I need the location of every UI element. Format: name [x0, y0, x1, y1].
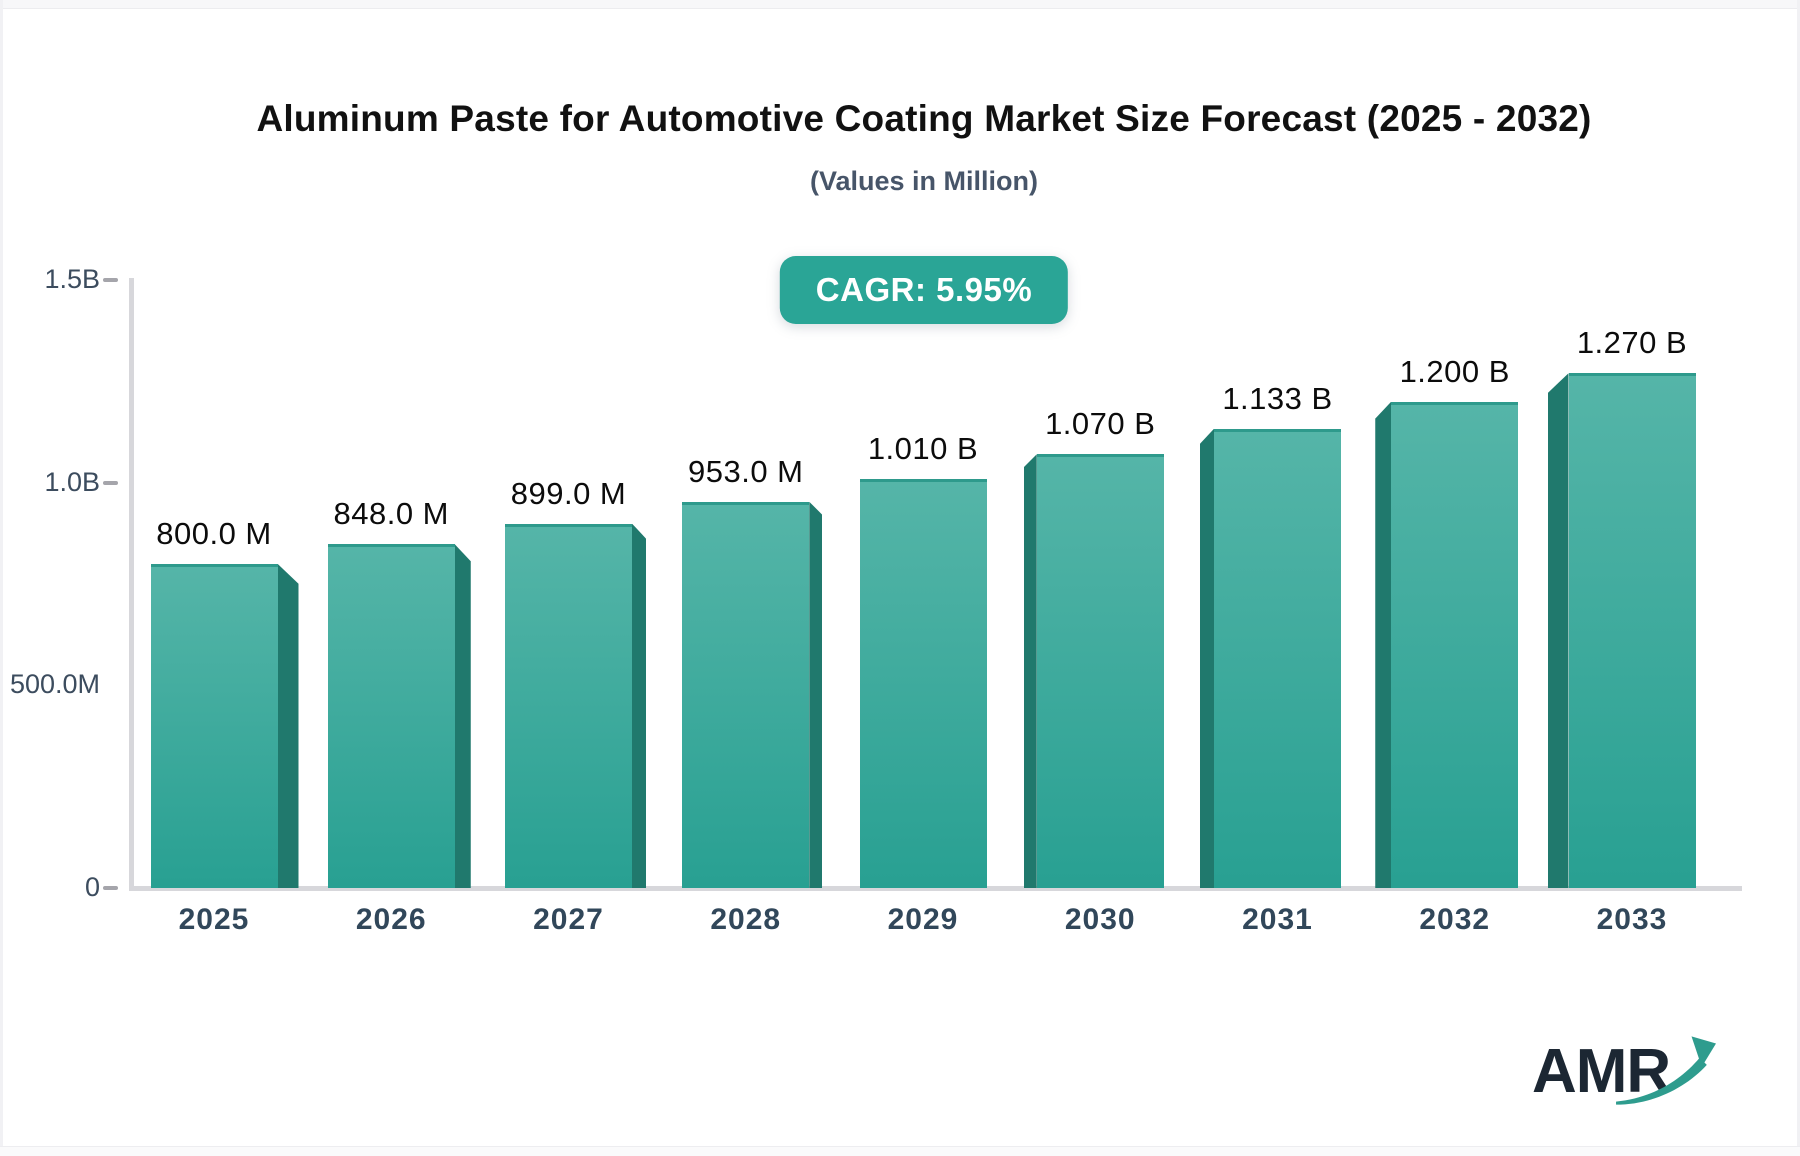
x-axis-label: 2033 [1596, 903, 1668, 936]
bar-side-3d [1200, 428, 1214, 888]
bar-value-label: 899.0 M [510, 475, 627, 511]
bar-side-3d [1375, 401, 1392, 888]
cagr-badge: CAGR: 5.95% [779, 256, 1069, 324]
bar-value-label: 1.070 B [1045, 406, 1156, 442]
y-axis-tick [103, 278, 118, 282]
bar [682, 501, 810, 888]
y-axis-label: 1.5B [44, 264, 100, 294]
cagr-badge-label: CAGR: 5.95% [815, 271, 1033, 308]
bar [859, 478, 987, 888]
bar-side-3d [809, 501, 823, 888]
bar-value-label: 1.133 B [1222, 380, 1333, 416]
y-axis-label: 1.0B [44, 466, 100, 497]
bar-side-3d [277, 563, 299, 888]
y-axis-tick [103, 886, 118, 890]
bar-side-3d [1547, 373, 1569, 888]
bar [505, 523, 632, 888]
bar-value-label: 953.0 M [687, 453, 804, 489]
top-border-strip [0, 0, 1800, 9]
x-axis-label: 2030 [1064, 903, 1136, 936]
chart-subtitle: (Values in Million) [809, 166, 1039, 196]
bar [1391, 401, 1519, 888]
bar [1214, 428, 1341, 888]
x-axis-label: 2027 [533, 903, 604, 936]
x-axis-label: 2026 [355, 903, 427, 936]
x-axis-label: 2032 [1419, 903, 1491, 936]
y-axis-line [129, 278, 134, 891]
bar-value-label: 1.010 B [867, 430, 979, 466]
bar-value-label: 848.0 M [333, 496, 449, 532]
right-border-strip [1797, 0, 1800, 1156]
x-axis-label: 2028 [710, 903, 782, 936]
bar-side-3d [1023, 454, 1037, 888]
amr-logo: AMR [1532, 1030, 1732, 1120]
bar [1036, 454, 1164, 888]
bar [327, 544, 455, 888]
x-axis-label: 2025 [178, 903, 250, 936]
bar-value-label: 1.200 B [1399, 353, 1510, 389]
y-axis-tick [103, 480, 118, 485]
bar [150, 563, 278, 888]
x-axis-label: 2029 [887, 903, 959, 936]
x-axis-line [129, 886, 1742, 891]
bar-value-label: 800.0 M [156, 515, 272, 551]
bar-side-3d [632, 523, 646, 888]
y-axis-label: 500.0M [9, 669, 100, 700]
chart-title: Aluminum Paste for Automotive Coating Ma… [256, 98, 1592, 139]
y-axis-label: 0 [84, 872, 100, 902]
bar-side-3d [454, 544, 471, 888]
trend-up-arrow-icon [1616, 1036, 1716, 1105]
bar-value-label: 1.270 B [1576, 325, 1688, 361]
bottom-border-strip [0, 1146, 1800, 1156]
bar [1568, 373, 1696, 888]
x-axis-label: 2031 [1242, 903, 1313, 936]
left-border-strip [0, 0, 3, 1156]
